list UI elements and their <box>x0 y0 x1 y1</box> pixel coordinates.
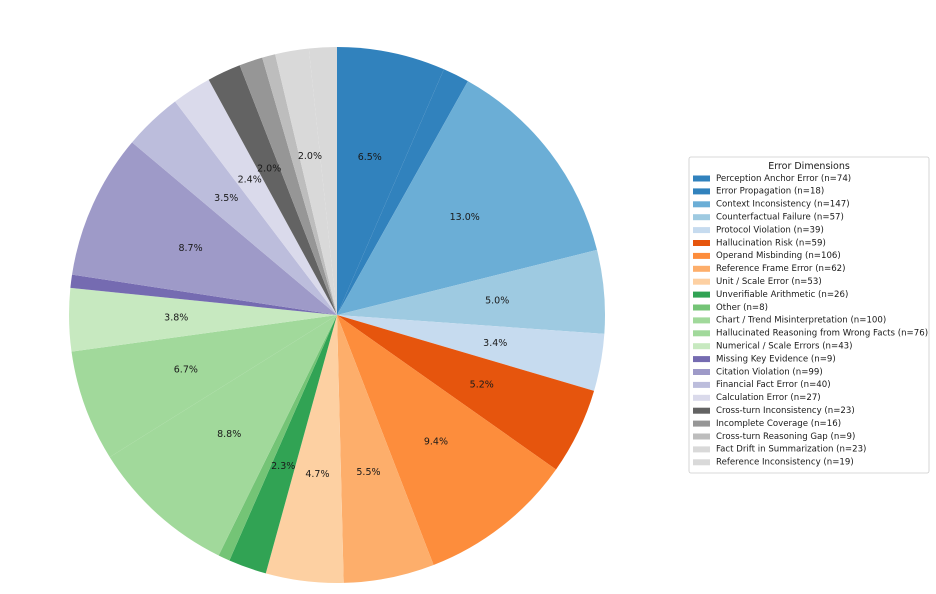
legend-label-operand-misbinding: Operand Misbinding (n=106) <box>716 251 841 261</box>
pie-slice-chart-trend-misinterpretation <box>109 315 337 556</box>
slice-label-operand-misbinding: 9.4% <box>424 436 448 447</box>
slice-label-context-inconsistency: 13.0% <box>450 212 480 223</box>
legend-label-missing-key-evidence: Missing Key Evidence (n=9) <box>716 354 836 364</box>
legend-swatch-reference-inconsistency <box>693 459 710 466</box>
slice-label-unverifiable-arithmetic: 2.3% <box>271 461 295 472</box>
pie-slice-financial-fact-error <box>132 101 337 316</box>
legend-swatch-calculation-error <box>693 394 710 401</box>
slice-label-hallucinated-reasoning-from-wrong-facts: 6.7% <box>174 364 198 375</box>
slice-label-counterfactual-failure: 5.0% <box>485 295 509 306</box>
legend-label-citation-violation: Citation Violation (n=99) <box>716 367 823 377</box>
legend-label-other: Other (n=8) <box>716 303 768 313</box>
legend-swatch-operand-misbinding <box>693 252 710 259</box>
pie-slice-hallucinated-reasoning-from-wrong-facts <box>71 315 338 458</box>
legend: Error Dimensions Perception Anchor Error… <box>688 156 930 474</box>
pie-slice-context-inconsistency <box>337 81 597 315</box>
legend-swatch-unit-scale-error <box>693 278 710 285</box>
legend-box <box>688 156 930 474</box>
slice-label-chart-trend-misinterpretation: 8.8% <box>217 429 241 440</box>
pie-slice-counterfactual-failure <box>337 249 605 334</box>
slice-label-reference-frame-error: 5.5% <box>356 467 380 478</box>
legend-label-hallucinated-reasoning-from-wrong-facts: Hallucinated Reasoning from Wrong Facts … <box>716 329 928 339</box>
legend-swatch-financial-fact-error <box>693 381 710 388</box>
pie-slice-operand-misbinding <box>337 315 557 565</box>
legend-swatch-other <box>693 304 710 311</box>
legend-label-unit-scale-error: Unit / Scale Error (n=53) <box>716 277 822 287</box>
legend-label-reference-frame-error: Reference Frame Error (n=62) <box>716 264 845 274</box>
legend-label-counterfactual-failure: Counterfactual Failure (n=57) <box>716 213 844 223</box>
slice-label-perception-anchor-error: 6.5% <box>358 152 382 163</box>
legend-swatch-chart-trend-misinterpretation <box>693 317 710 324</box>
legend-swatch-reference-frame-error <box>693 265 710 272</box>
pie-slice-error-propagation <box>337 69 468 315</box>
legend-label-error-propagation: Error Propagation (n=18) <box>716 187 824 197</box>
legend-title: Error Dimensions <box>768 161 850 172</box>
legend-swatch-protocol-violation <box>693 227 710 234</box>
pie-slice-perception-anchor-error <box>337 47 444 315</box>
slice-label-unit-scale-error: 4.7% <box>305 469 329 480</box>
legend-label-cross-turn-inconsistency: Cross-turn Inconsistency (n=23) <box>716 406 855 416</box>
pie-slice-protocol-violation <box>337 315 605 391</box>
pie-slice-calculation-error <box>175 79 337 315</box>
legend-swatch-hallucinated-reasoning-from-wrong-facts <box>693 330 710 337</box>
pie-slice-cross-turn-reasoning-gap <box>262 54 337 316</box>
pie-slice-fact-drift-in-summarization <box>275 48 337 316</box>
legend-swatch-citation-violation <box>693 369 710 375</box>
legend-swatch-cross-turn-reasoning-gap <box>693 433 710 440</box>
pie-slice-hallucination-risk <box>337 315 595 470</box>
legend-label-unverifiable-arithmetic: Unverifiable Arithmetic (n=26) <box>716 290 848 300</box>
pie-slice-citation-violation <box>72 142 338 315</box>
pie-slice-unit-scale-error <box>265 315 344 584</box>
legend-label-hallucination-risk: Hallucination Risk (n=59) <box>716 238 826 248</box>
slice-label-hallucination-risk: 5.2% <box>470 380 494 391</box>
slice-label-financial-fact-error: 3.5% <box>214 193 238 204</box>
pie-slice-incomplete-coverage <box>239 57 337 316</box>
legend-label-perception-anchor-error: Perception Anchor Error (n=74) <box>716 174 851 184</box>
legend-label-numerical-scale-errors: Numerical / Scale Errors (n=43) <box>716 342 853 352</box>
legend-swatch-context-inconsistency <box>693 201 710 208</box>
legend-label-financial-fact-error: Financial Fact Error (n=40) <box>716 380 831 390</box>
slice-label-calculation-error: 2.4% <box>238 174 262 185</box>
legend-label-incomplete-coverage: Incomplete Coverage (n=16) <box>716 419 841 429</box>
slice-label-numerical-scale-errors: 3.8% <box>164 312 188 323</box>
legend-label-protocol-violation: Protocol Violation (n=39) <box>716 225 824 235</box>
slice-label-protocol-violation: 3.4% <box>483 338 507 349</box>
legend-swatch-incomplete-coverage <box>693 420 710 427</box>
legend-swatch-cross-turn-inconsistency <box>693 407 710 414</box>
slice-label-citation-violation: 8.7% <box>178 243 202 254</box>
pie-slice-reference-inconsistency <box>308 47 337 315</box>
slice-label-cross-turn-inconsistency: 2.0% <box>257 164 281 175</box>
legend-label-context-inconsistency: Context Inconsistency (n=147) <box>716 200 850 210</box>
pie-slice-numerical-scale-errors <box>68 287 338 352</box>
legend-label-cross-turn-reasoning-gap: Cross-turn Reasoning Gap (n=9) <box>716 432 855 442</box>
legend-swatch-hallucination-risk <box>693 240 710 246</box>
legend-swatch-error-propagation <box>693 188 710 195</box>
legend-swatch-perception-anchor-error <box>693 175 710 182</box>
pie-slice-unverifiable-arithmetic <box>229 315 337 574</box>
pie-labels: 6.5% 13.0% 5.0% 3.4% 5.2% 9.4% 5.5% 4.7% 2.3% 8.8… <box>164 151 509 480</box>
pie-slice-reference-frame-error <box>337 315 434 583</box>
legend-label-calculation-error: Calculation Error (n=27) <box>716 393 821 403</box>
pie-slice-cross-turn-inconsistency <box>208 65 337 315</box>
legend-items: Perception Anchor Error (n=74) Error Prop… <box>693 174 928 468</box>
legend-label-fact-drift-in-summarization: Fact Drift in Summarization (n=23) <box>716 445 866 455</box>
legend-swatch-fact-drift-in-summarization <box>693 446 710 453</box>
legend-label-chart-trend-misinterpretation: Chart / Trend Misinterpretation (n=100) <box>716 316 886 326</box>
pie-slice-other <box>218 315 337 561</box>
pie-slice-missing-key-evidence <box>70 274 338 315</box>
slice-label-fact-drift-in-summarization: 2.0% <box>298 151 322 162</box>
legend-swatch-counterfactual-failure <box>693 214 710 221</box>
pie-slices <box>68 47 605 584</box>
legend-label-reference-inconsistency: Reference Inconsistency (n=19) <box>716 458 854 468</box>
legend-swatch-unverifiable-arithmetic <box>693 291 710 298</box>
legend-swatch-missing-key-evidence <box>693 356 710 363</box>
legend-swatch-numerical-scale-errors <box>693 343 710 350</box>
